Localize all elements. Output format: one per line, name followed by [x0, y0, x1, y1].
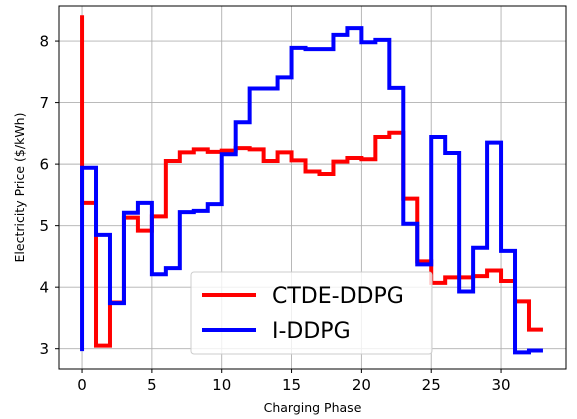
y-tick-label: 8: [39, 33, 49, 51]
tick-layer: 0 5 10 15 20 25 30 3 4 5 6 7 8: [39, 33, 510, 394]
x-tick-label: 25: [422, 376, 441, 394]
legend-label-i-ddpg: I-DDPG: [272, 319, 351, 344]
y-tick-label: 3: [39, 340, 49, 358]
y-tick-label: 4: [39, 279, 49, 297]
x-tick-label: 5: [147, 376, 157, 394]
y-tick-label: 7: [39, 94, 49, 112]
x-tick-label: 20: [352, 376, 371, 394]
x-tick-label: 30: [492, 376, 511, 394]
y-tick-label: 6: [39, 156, 49, 174]
x-tick-label: 10: [212, 376, 231, 394]
x-tick-label: 0: [77, 376, 87, 394]
y-axis-label: Electricity Price ($/kWh): [12, 113, 27, 263]
legend-box: [190, 271, 433, 355]
y-tick-label: 5: [39, 217, 49, 235]
plot-frame: [58, 5, 567, 370]
series-layer: [80, 15, 543, 355]
legend: CTDE-DDPG I-DDPG: [190, 271, 433, 355]
x-tick-label: 15: [282, 376, 301, 394]
series-line-i-ddpg: [80, 26, 543, 355]
x-axis-label: Charging Phase: [264, 400, 362, 415]
legend-label-ctde-ddpg: CTDE-DDPG: [272, 284, 404, 309]
